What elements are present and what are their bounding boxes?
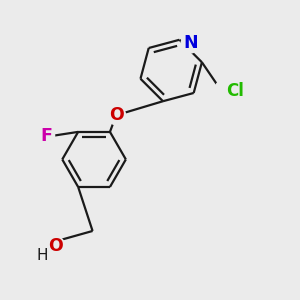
Text: N: N — [183, 34, 198, 52]
Text: O: O — [48, 237, 63, 255]
Circle shape — [38, 128, 55, 144]
Circle shape — [37, 250, 48, 262]
Text: Cl: Cl — [226, 82, 244, 100]
Text: F: F — [40, 127, 52, 145]
Text: O: O — [109, 106, 124, 124]
Circle shape — [214, 79, 238, 103]
Circle shape — [107, 106, 126, 125]
Text: H: H — [37, 248, 48, 263]
Circle shape — [181, 34, 200, 53]
Circle shape — [46, 236, 64, 255]
